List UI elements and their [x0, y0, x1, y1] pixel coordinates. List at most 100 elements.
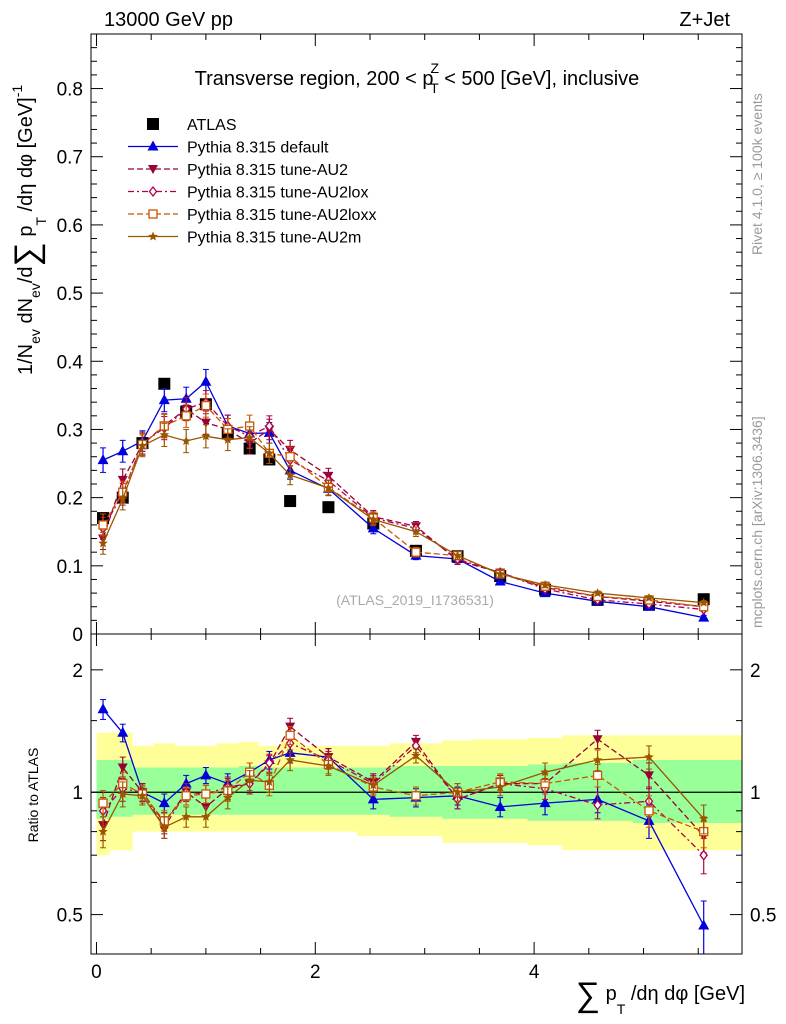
ratio-point-pythia-8-315-tune-au2loxx [592, 770, 603, 781]
legend-label-atlas: ATLAS [187, 117, 237, 134]
main-point-pythia-8-315-tune-au2loxx [411, 547, 421, 557]
main-point-pythia-8-315-default [97, 454, 109, 465]
main-ytick-label: 0.6 [57, 216, 83, 237]
ratio-y-axis-label: Ratio to ATLAS [25, 748, 41, 843]
ratio-point-pythia-8-315-tune-au2m [495, 782, 505, 791]
ratio-point-pythia-8-315-tune-au2m [411, 750, 421, 760]
ratio-point-pythia-8-315-default [117, 726, 129, 737]
main-line-pythia-8-315-tune-au2 [102, 408, 704, 608]
ratio-point-pythia-8-315-default [367, 793, 379, 804]
main-point-pythia-8-315-tune-au2loxx [98, 520, 108, 530]
ratio-point-pythia-8-315-tune-au2m [323, 761, 334, 771]
main-point-pythia-8-315-tune-au2m [285, 470, 295, 480]
ratio-ytick-label-left: 0.5 [57, 906, 83, 927]
ratio-point-pythia-8-315-tune-au2m [98, 826, 108, 836]
ratio-point-pythia-8-315-tune-au2m [540, 767, 550, 777]
main-ytick-label: 0.4 [57, 352, 84, 373]
rivet-label: Rivet 4.1.0, ≥ 100k events [749, 93, 765, 255]
ratio-point-pythia-8-315-tune-au2m [368, 780, 378, 790]
ratio-point-pythia-8-315-default [494, 800, 506, 811]
main-point-pythia-8-315-tune-au2 [117, 475, 128, 485]
ratio-xtick-label: 4 [529, 962, 540, 983]
ratio-point-pythia-8-315-default [698, 919, 710, 930]
main-point-pythia-8-315-tune-au2m [137, 440, 148, 450]
main-line-pythia-8-315-tune-au2lox [102, 401, 704, 611]
main-point-pythia-8-315-default [698, 611, 710, 622]
x-axis-label: ∑ pT /dη dφ [GeV] [576, 976, 745, 1017]
legend-label-pythia-8-315-default: Pythia 8.315 default [187, 140, 329, 157]
ratio-point-pythia-8-315-default [539, 797, 551, 808]
ratio-point-pythia-8-315-tune-au2m [201, 811, 211, 821]
main-ytick-label: 0.1 [57, 557, 83, 578]
ratio-ytick-label-right: 0.5 [750, 906, 776, 927]
ratio-point-pythia-8-315-tune-au2m [452, 787, 463, 797]
ratio-frame [90, 633, 743, 955]
legend-marker-atlas [147, 118, 159, 130]
ratio-ticks: 0.5 0.5 1 1 2 2 0 2 4 [57, 634, 776, 983]
main-ytick-label: 0.2 [57, 489, 83, 510]
ratio-point-pythia-8-315-tune-au2m [118, 789, 128, 798]
main-point-atlas [322, 501, 335, 514]
ratio-xtick-label: 2 [310, 962, 321, 983]
main-point-pythia-8-315-tune-au2loxx [285, 452, 295, 462]
ratio-point-pythia-8-315-tune-au2lox [699, 849, 709, 861]
ratio-point-pythia-8-315-tune-au2 [117, 763, 128, 773]
legend-label-pythia-8-315-tune-au2: Pythia 8.315 tune-AU2 [187, 162, 348, 179]
ratio-point-pythia-8-315-tune-au2m [244, 775, 255, 785]
main-point-pythia-8-315-default [158, 394, 170, 405]
main-panel: 0 0.1 0.2 0.3 0.4 0.5 0.6 0.7 0.8 Transverse reg… [8, 33, 743, 646]
plot-title: Transverse region, 200 < pZ T < 500 [GeV]… [195, 60, 640, 96]
ratio-point-pythia-8-315-tune-au2loxx [201, 789, 211, 799]
main-ytick-label: 0.7 [57, 148, 83, 169]
main-line-pythia-8-315-tune-au2m [102, 434, 704, 604]
main-point-pythia-8-315-tune-au2lox [265, 420, 274, 432]
ratio-point-pythia-8-315-tune-au2loxx [644, 806, 654, 816]
legend-marker-pythia-8-315-tune-au2loxx [148, 209, 158, 219]
main-point-pythia-8-315-tune-au2m [223, 434, 233, 444]
main-point-pythia-8-315-default [494, 575, 506, 586]
ratio-point-pythia-8-315-tune-au2loxx [285, 730, 295, 740]
analysis-watermark: (ATLAS_2019_I1736531) [336, 592, 494, 608]
ratio-point-pythia-8-315-tune-au2loxx [181, 791, 191, 801]
main-line-pythia-8-315-default [102, 380, 704, 619]
process-label: Z+Jet [679, 9, 730, 31]
legend-label-pythia-8-315-tune-au2lox: Pythia 8.315 tune-AU2lox [187, 185, 368, 202]
ratio-ytick-label-right: 2 [750, 661, 761, 682]
main-point-pythia-8-315-tune-au2m [98, 538, 108, 548]
main-point-pythia-8-315-tune-au2m [592, 588, 603, 598]
main-ytick-label: 0.5 [57, 284, 83, 305]
main-point-pythia-8-315-tune-au2loxx [181, 411, 191, 421]
main-point-pythia-8-315-tune-au2m [244, 432, 255, 442]
main-point-pythia-8-315-tune-au2m [495, 569, 505, 578]
main-line-pythia-8-315-tune-au2loxx [102, 404, 704, 608]
legend-marker-pythia-8-315-tune-au2m [148, 231, 158, 241]
legend-label-pythia-8-315-tune-au2loxx: Pythia 8.315 tune-AU2loxx [187, 207, 376, 224]
ratio-point-pythia-8-315-default [158, 797, 170, 808]
ratio-point-pythia-8-315-tune-au2lox [265, 757, 274, 769]
main-point-pythia-8-315-tune-au2m [264, 448, 275, 458]
ratio-point-pythia-8-315-tune-au2m [223, 792, 233, 802]
ratio-point-pythia-8-315-tune-au2lox [593, 799, 602, 811]
main-point-atlas [284, 495, 297, 508]
main-marks [97, 368, 710, 622]
main-point-pythia-8-315-tune-au2m [411, 526, 421, 536]
ratio-point-pythia-8-315-tune-au2 [644, 771, 654, 781]
legend-marker-pythia-8-315-default [147, 140, 159, 151]
ratio-marks [97, 699, 710, 954]
main-point-pythia-8-315-tune-au2m [323, 483, 334, 493]
main-ytick-label: 0 [72, 625, 83, 646]
main-point-pythia-8-315-tune-au2m [644, 592, 654, 602]
ratio-point-pythia-8-315-tune-au2 [592, 735, 603, 745]
energy-label: 13000 GeV pp [104, 9, 233, 31]
main-y-axis-label: 1/Nev dNev/d∑ pT /dη dφ [GeV]-1 [8, 85, 49, 375]
ratio-point-pythia-8-315-tune-au2m [137, 790, 148, 800]
main-point-pythia-8-315-default [117, 445, 129, 456]
main-point-pythia-8-315-default [367, 522, 379, 533]
ratio-ytick-label-right: 1 [750, 783, 761, 804]
main-point-pythia-8-315-tune-au2m [181, 436, 191, 446]
main-point-pythia-8-315-tune-au2m [699, 597, 709, 607]
mcplots-label: mcplots.cern.ch [arXiv:1306.3436] [749, 416, 765, 628]
ratio-xtick-label: 0 [91, 962, 102, 983]
ratio-point-pythia-8-315-tune-au2m [592, 755, 603, 765]
